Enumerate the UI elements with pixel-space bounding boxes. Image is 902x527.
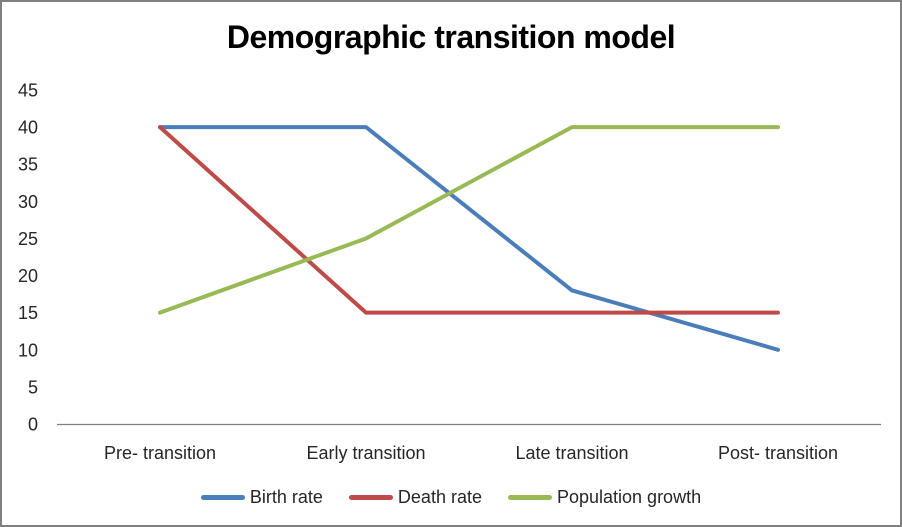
y-axis-tick-label: 20	[18, 266, 38, 286]
series-line-population-growth	[158, 125, 780, 315]
y-axis-tick-label: 0	[28, 415, 38, 435]
legend-item-death-rate: Death rate	[348, 487, 482, 508]
y-axis-tick-label: 40	[18, 118, 38, 138]
y-axis-tick-label: 25	[18, 229, 38, 249]
x-axis-label: Post- transition	[718, 443, 838, 463]
y-axis-tick-label: 5	[28, 377, 38, 397]
y-axis-tick-label: 45	[18, 81, 38, 101]
legend-label: Birth rate	[249, 487, 323, 507]
legend-swatch-death-rate	[348, 495, 393, 500]
series-line-birth-rate	[158, 125, 780, 352]
y-axis-tick-label: 30	[18, 192, 38, 212]
legend-label: Population growth	[556, 487, 702, 507]
x-axis-label: Pre- transition	[104, 443, 216, 463]
legend-label: Death rate	[397, 487, 482, 507]
legend-item-population-growth: Population growth	[507, 487, 702, 508]
chart-title: Demographic transition model	[226, 19, 676, 55]
x-axis-label: Early transition	[306, 443, 425, 463]
legend-item-birth-rate: Birth rate	[200, 487, 323, 508]
y-axis-tick-label: 10	[18, 340, 38, 360]
legend-swatch-birth-rate	[200, 495, 245, 500]
chart-legend: Birth rate Death rate Population growth	[2, 487, 900, 508]
y-axis-tick-label: 15	[18, 303, 38, 323]
y-axis-tick-label: 35	[18, 155, 38, 175]
legend-swatch-population-growth	[507, 495, 552, 500]
series-line-death-rate	[158, 125, 780, 315]
x-axis-label: Late transition	[515, 443, 628, 463]
